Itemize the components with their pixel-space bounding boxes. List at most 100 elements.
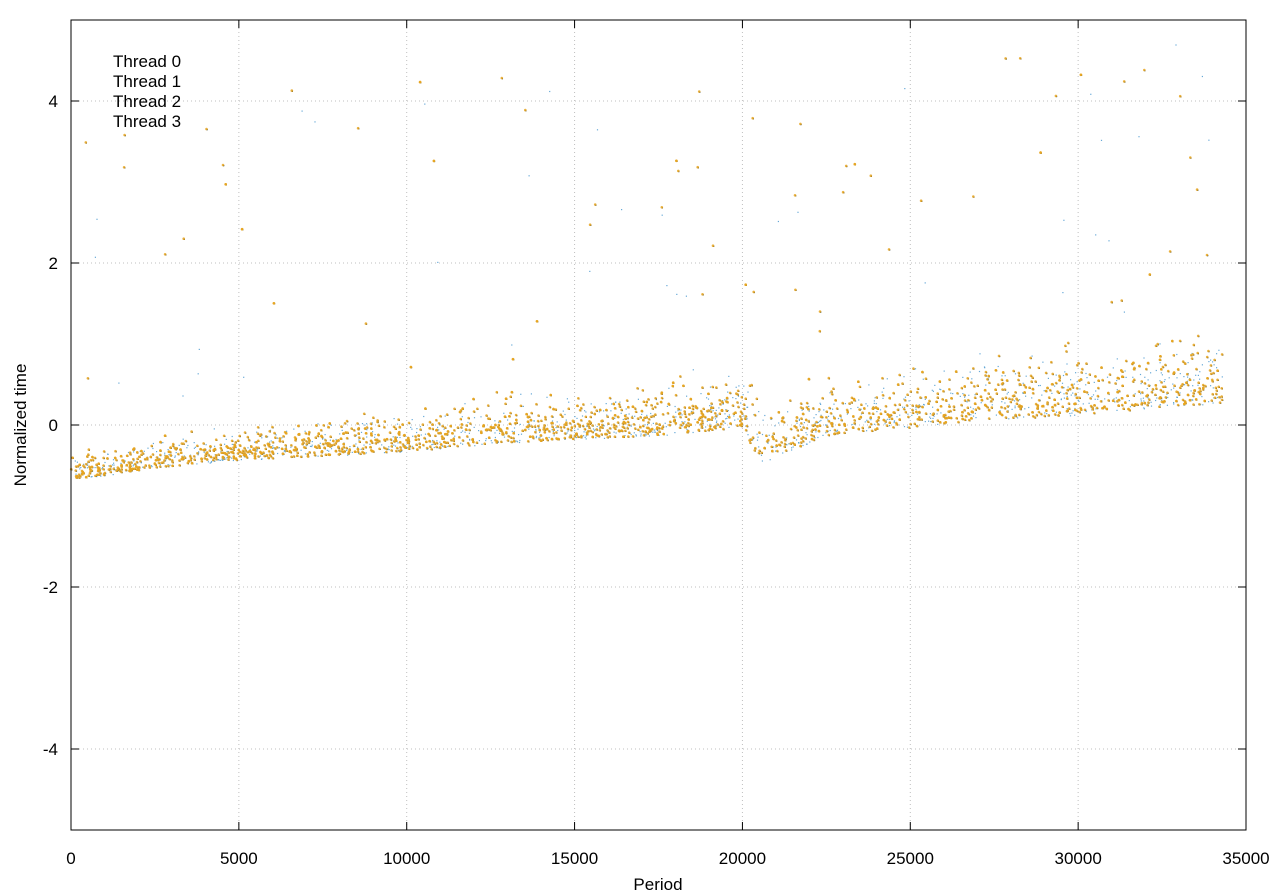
data-point (614, 417, 616, 419)
data-point (815, 414, 817, 416)
data-point (1142, 397, 1144, 399)
data-point (690, 410, 693, 413)
data-point (709, 405, 711, 407)
data-point (439, 441, 441, 443)
data-point (1176, 396, 1178, 398)
data-point (1161, 399, 1163, 401)
data-point (94, 256, 96, 258)
data-point (355, 434, 358, 436)
data-point (1112, 367, 1114, 369)
data-point (197, 454, 199, 456)
data-point (924, 398, 926, 400)
data-point (610, 410, 612, 412)
data-point (74, 460, 76, 462)
data-point (714, 416, 716, 418)
data-point (198, 451, 200, 453)
data-point (1017, 417, 1019, 419)
data-point (1183, 376, 1185, 378)
data-point (1156, 397, 1158, 399)
data-point (924, 282, 926, 284)
data-point (210, 461, 212, 464)
data-point (827, 430, 829, 432)
data-point (686, 429, 688, 431)
data-point (1074, 414, 1076, 416)
data-point (923, 403, 925, 406)
data-point (164, 452, 166, 454)
data-point (1061, 382, 1064, 384)
data-point (972, 415, 975, 417)
data-point (1014, 400, 1016, 402)
data-point (962, 376, 964, 378)
data-point (272, 447, 274, 449)
data-point (1150, 405, 1153, 407)
data-point (539, 431, 541, 433)
data-point (256, 450, 258, 452)
data-point (885, 419, 887, 421)
data-point (1014, 415, 1016, 417)
data-point (904, 88, 906, 90)
data-point (605, 403, 607, 405)
data-point (962, 393, 964, 395)
data-point (606, 414, 608, 416)
data-point (224, 443, 226, 445)
data-point (273, 447, 275, 449)
data-point (369, 443, 371, 445)
data-point (1208, 361, 1210, 363)
data-point (762, 419, 764, 421)
data-point (443, 428, 445, 430)
data-point (1183, 404, 1185, 406)
data-point (444, 415, 446, 417)
data-point (803, 422, 805, 424)
data-point (613, 431, 615, 433)
data-point (552, 430, 554, 433)
data-point (813, 417, 815, 419)
data-point (832, 415, 835, 417)
data-point (903, 398, 905, 400)
data-point (709, 423, 711, 425)
data-point (326, 449, 328, 451)
data-point (461, 416, 463, 418)
data-point (681, 421, 683, 423)
data-point (293, 428, 295, 430)
data-point (881, 391, 883, 393)
data-point (641, 413, 643, 415)
data-point (921, 397, 923, 399)
data-point (722, 403, 724, 405)
data-point (640, 433, 642, 435)
data-point (797, 211, 799, 213)
data-point (980, 402, 982, 404)
data-point (637, 398, 639, 400)
data-point (893, 422, 895, 424)
data-point (261, 458, 263, 460)
data-point (876, 411, 878, 413)
data-point (630, 433, 632, 436)
data-point (1014, 405, 1016, 407)
data-point (277, 452, 279, 455)
data-point (249, 453, 251, 455)
data-point (1087, 394, 1089, 396)
data-point (820, 414, 822, 416)
data-point (1007, 391, 1009, 393)
data-point (865, 403, 867, 405)
data-point (866, 419, 868, 421)
data-point (269, 441, 271, 443)
data-point (207, 461, 209, 463)
data-point (186, 447, 188, 449)
data-point (756, 433, 758, 435)
data-point (635, 434, 637, 436)
data-point (490, 440, 492, 442)
data-point (1216, 353, 1218, 355)
data-point (124, 460, 126, 462)
data-point (365, 452, 367, 454)
data-point (1043, 390, 1045, 392)
data-point (90, 476, 92, 478)
data-point (1140, 383, 1142, 385)
data-point (581, 415, 584, 417)
data-point (1116, 358, 1118, 360)
data-point (127, 451, 130, 454)
data-point (133, 460, 135, 462)
data-point (167, 464, 169, 466)
data-point (924, 421, 926, 423)
data-point (1123, 311, 1125, 313)
